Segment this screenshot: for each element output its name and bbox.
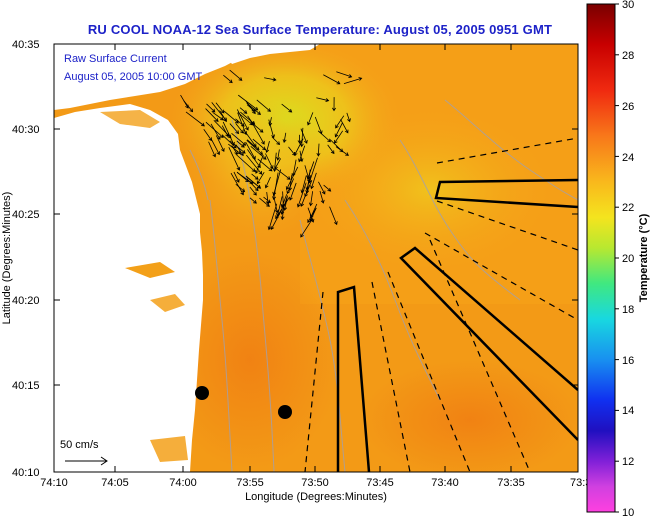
scale-arrow-icon (65, 456, 108, 466)
x-axis-label: Longitude (Degrees:Minutes) (245, 491, 387, 503)
colorbar-tick: 10 (622, 507, 634, 518)
colorbar-tick: 12 (622, 456, 634, 468)
map-frame (53, 43, 579, 473)
x-tick: 74:10 (40, 477, 68, 489)
colorbar-tick: 24 (622, 152, 634, 164)
colorbar-tick: 14 (622, 405, 634, 417)
y-tick: 40:15 (12, 380, 40, 392)
x-tick: 73:45 (366, 477, 394, 489)
map-plot-area (54, 44, 578, 472)
surface-current-vectors (180, 69, 363, 238)
colorbar-tick: 16 (622, 355, 634, 367)
channel-south (336, 285, 371, 472)
axis-tick-marks (53, 43, 579, 473)
land-staten-island-brooklyn (54, 44, 250, 110)
current-legend-line1: Raw Surface Current (64, 53, 167, 65)
colorbar-tick: 20 (622, 253, 634, 265)
land-new-jersey (54, 104, 203, 472)
colorbar-gradient (586, 3, 616, 513)
y-axis-ticks: 40:35 40:30 40:25 40:20 40:15 40:10 (12, 39, 40, 479)
y-tick: 40:25 (12, 209, 40, 221)
colorbar-label: Temperature (°C) (638, 213, 650, 302)
current-legend-line2: August 05, 2005 10:00 GMT (64, 71, 202, 83)
x-tick: 74:05 (101, 477, 129, 489)
y-axis-label: Latitude (Degrees:Minutes) (1, 192, 13, 325)
temperature-colorbar: 30 28 26 24 22 20 18 16 14 12 10 Tempera… (586, 0, 650, 518)
x-tick: 73:3 (570, 477, 591, 489)
x-tick: 74:00 (169, 477, 197, 489)
x-axis-ticks: 74:10 74:05 74:00 73:55 73:50 73:45 73:4… (40, 477, 591, 489)
y-tick: 40:10 (12, 467, 40, 479)
x-tick: 73:35 (497, 477, 525, 489)
x-tick: 73:40 (431, 477, 459, 489)
station-marker-2 (278, 405, 292, 419)
navigation-channels (336, 178, 578, 472)
colorbar-tick: 22 (622, 202, 634, 214)
channel-upper (434, 178, 578, 209)
map-title: RU COOL NOAA-12 Sea Surface Temperature:… (87, 22, 553, 37)
channel-diagonal (399, 246, 578, 441)
colorbar-tick: 26 (622, 101, 634, 113)
y-tick: 40:30 (12, 124, 40, 136)
colorbar-tick: 30 (622, 0, 634, 11)
bathymetry-contours (189, 99, 578, 472)
colorbar-tick-marks (615, 3, 619, 513)
x-tick: 73:50 (301, 477, 329, 489)
scale-label: 50 cm/s (60, 439, 99, 451)
y-tick: 40:20 (12, 295, 40, 307)
x-tick: 73:55 (236, 477, 264, 489)
colorbar-tick: 18 (622, 304, 634, 316)
station-marker-1 (195, 386, 209, 400)
dashed-shipping-lanes (304, 137, 578, 472)
colorbar-tick: 28 (622, 50, 634, 62)
y-tick: 40:35 (12, 39, 40, 51)
